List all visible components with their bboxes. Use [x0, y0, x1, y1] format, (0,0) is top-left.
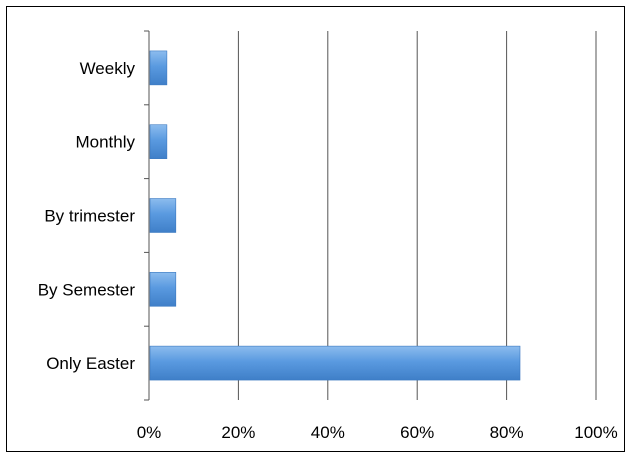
bar: [150, 346, 520, 380]
category-label: By Semester: [38, 280, 136, 299]
x-tick-label: 0%: [137, 423, 162, 442]
x-tick-label: 20%: [221, 423, 255, 442]
category-label: By trimester: [44, 207, 135, 226]
bar: [150, 51, 167, 85]
x-tick-label: 80%: [490, 423, 524, 442]
bar-chart: 0% 20% 40% 60% 80% 100% Weekly Monthly By trimes…: [7, 7, 624, 451]
category-label: Weekly: [80, 59, 136, 78]
bar: [150, 125, 167, 159]
category-label: Monthly: [75, 133, 135, 152]
category-label: Only Easter: [46, 354, 135, 373]
bar: [150, 272, 176, 306]
x-tick-label: 40%: [311, 423, 345, 442]
bar: [150, 199, 176, 233]
x-tick-label: 100%: [574, 423, 617, 442]
x-tick-label: 60%: [400, 423, 434, 442]
chart-frame: 0% 20% 40% 60% 80% 100% Weekly Monthly By trimes…: [6, 6, 625, 452]
